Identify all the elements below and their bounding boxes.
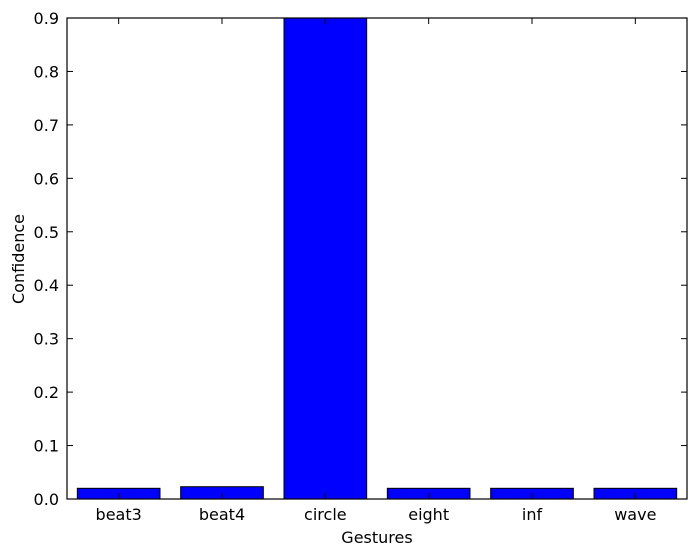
y-tick-label-7: 0.7 [34,116,59,135]
plot-background [67,18,687,499]
y-tick-label-4: 0.4 [34,276,59,295]
x-tick-label-eight: eight [408,505,449,524]
y-tick-label-0: 0.0 [34,490,59,509]
y-tick-label-2: 0.2 [34,383,59,402]
y-tick-label-3: 0.3 [34,330,59,349]
x-tick-label-circle: circle [304,505,347,524]
labels-group: beat3 beat4 circle eight inf wave 0.0 0.1 0.2 0.3… [34,9,657,524]
y-tick-label-9: 0.9 [34,9,59,28]
bar-circle [283,17,368,500]
x-tick-label-inf: inf [522,505,543,524]
x-tick-label-beat4: beat4 [199,505,245,524]
x-tick-label-beat3: beat3 [96,505,142,524]
x-tick-label-wave: wave [614,505,656,524]
y-axis-label: Confidence [9,214,28,304]
y-tick-label-5: 0.5 [34,223,59,242]
y-tick-label-1: 0.1 [34,437,59,456]
plot-frame [66,17,688,500]
y-tick-label-8: 0.8 [34,62,59,81]
y-tick-label-6: 0.6 [34,169,59,188]
x-axis-label: Gestures [341,528,412,547]
